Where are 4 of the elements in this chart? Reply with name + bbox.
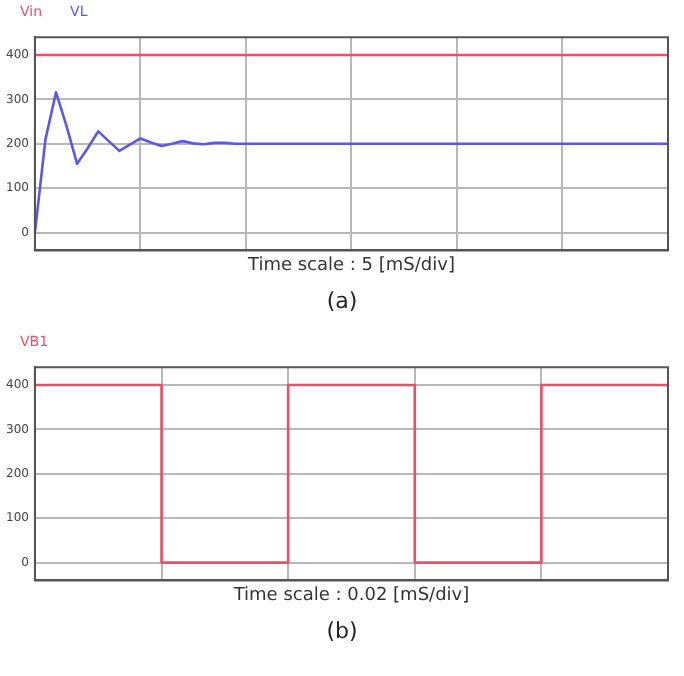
text: (b) xyxy=(324,616,360,648)
x-axis-title: Time scale : 0.02 [mS/div] xyxy=(231,585,470,606)
text: (a) xyxy=(324,286,360,318)
x-axis-title: Time scale : 5 [mS/div] xyxy=(245,255,455,276)
